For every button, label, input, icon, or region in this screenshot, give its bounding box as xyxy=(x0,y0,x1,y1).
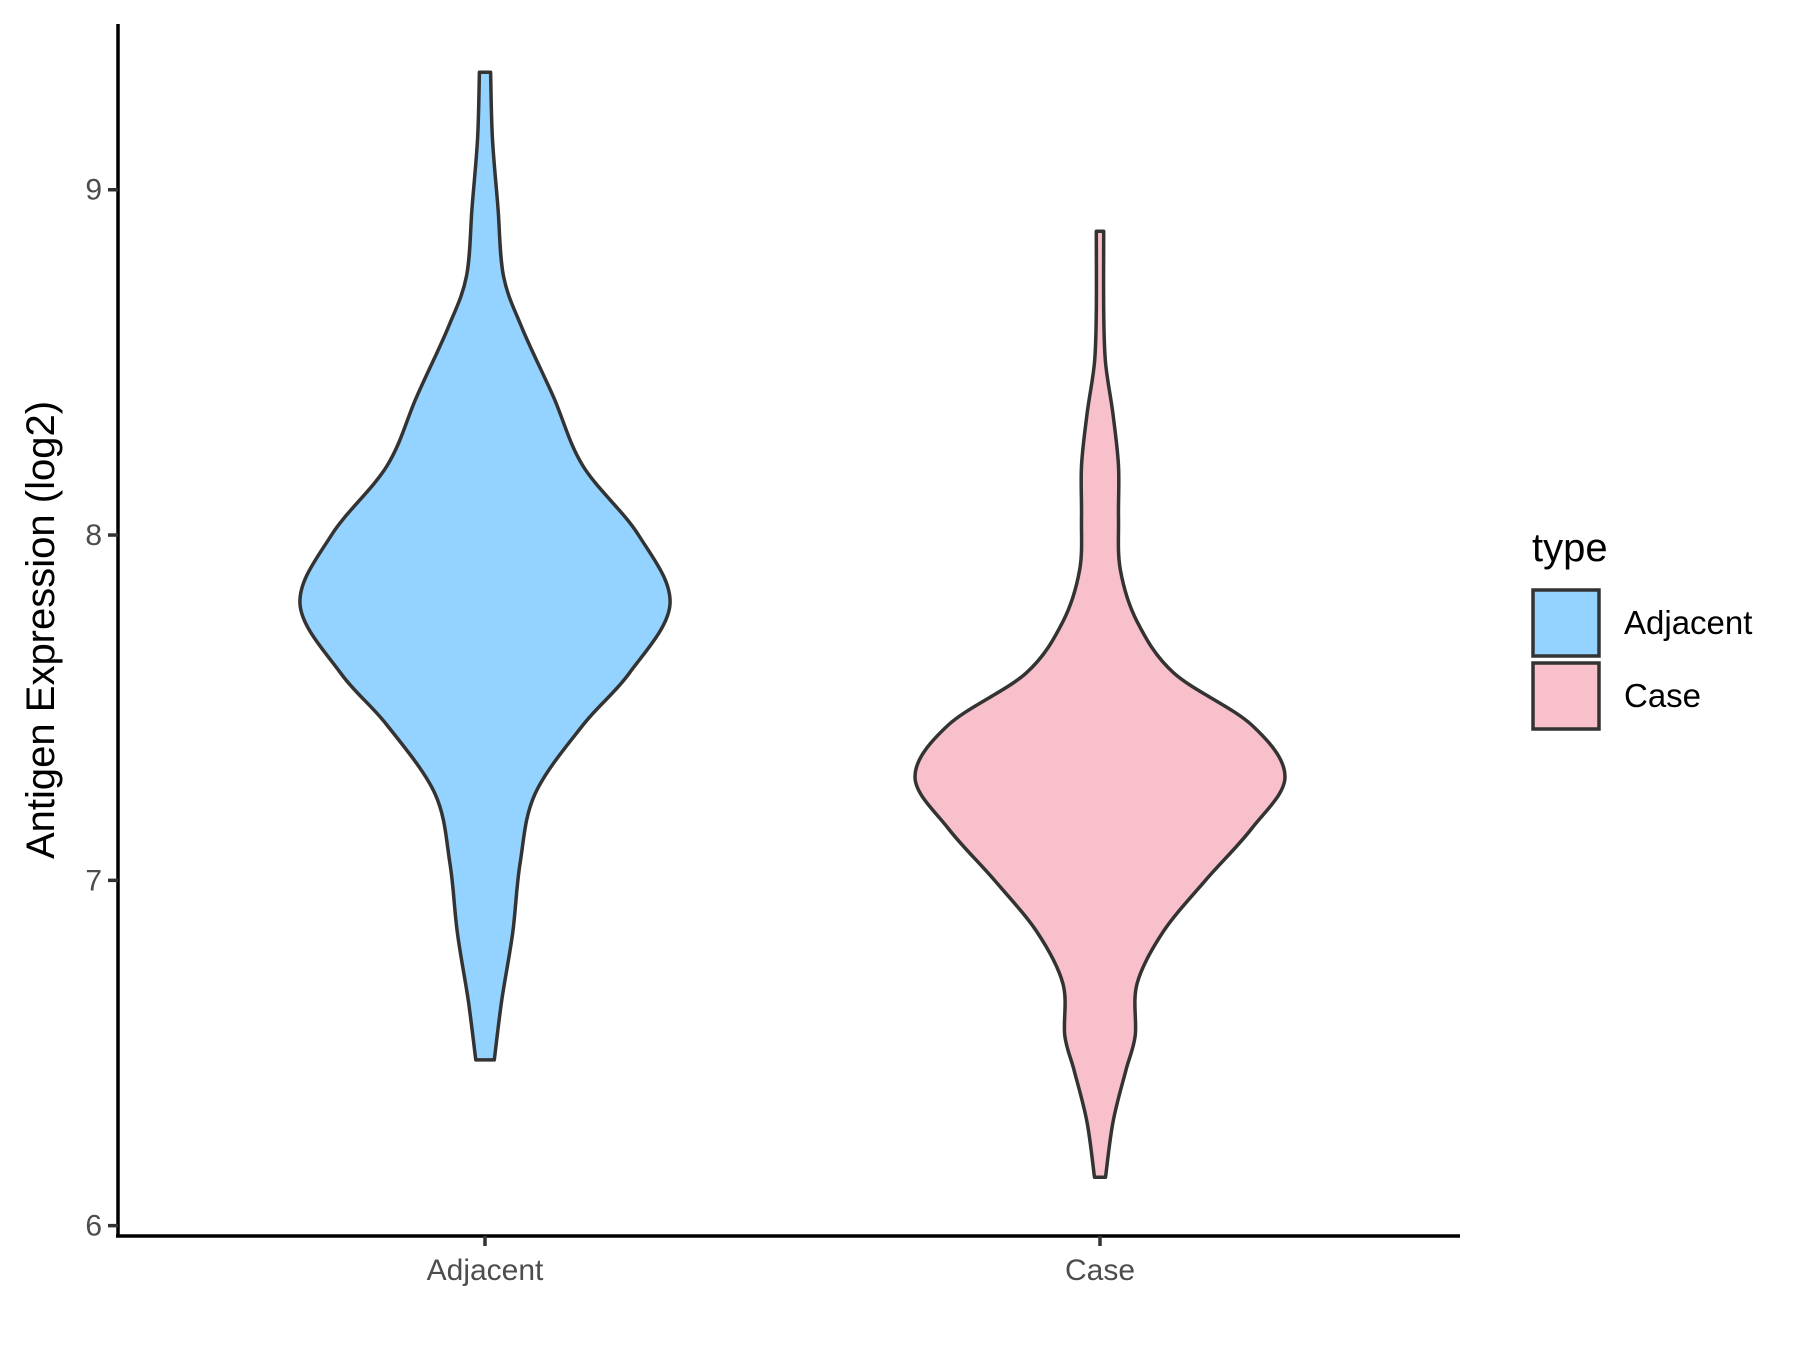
y-tick-label: 7 xyxy=(85,864,102,897)
legend-label: Adjacent xyxy=(1624,604,1752,641)
violin-adjacent xyxy=(298,70,672,1062)
legend-swatch-case xyxy=(1531,661,1601,731)
y-tick-label: 8 xyxy=(85,519,102,552)
y-axis-ticks: 6 7 8 9 xyxy=(85,174,118,1243)
x-axis-ticks: Adjacent Case xyxy=(427,1236,1135,1287)
legend-swatch-adjacent xyxy=(1531,588,1601,658)
violins-layer xyxy=(298,70,1287,1180)
legend-label: Case xyxy=(1624,677,1701,714)
x-tick-label: Case xyxy=(1065,1254,1135,1287)
legend-title: type xyxy=(1532,526,1608,570)
y-tick-label: 9 xyxy=(85,174,102,207)
y-axis-title: Antigen Expression (log2) xyxy=(19,401,63,859)
legend: type Adjacent Case xyxy=(1531,526,1752,731)
violin-case xyxy=(913,229,1287,1180)
y-tick-label: 6 xyxy=(85,1210,102,1243)
legend-items: Adjacent Case xyxy=(1531,588,1752,731)
x-tick-label: Adjacent xyxy=(427,1254,544,1287)
